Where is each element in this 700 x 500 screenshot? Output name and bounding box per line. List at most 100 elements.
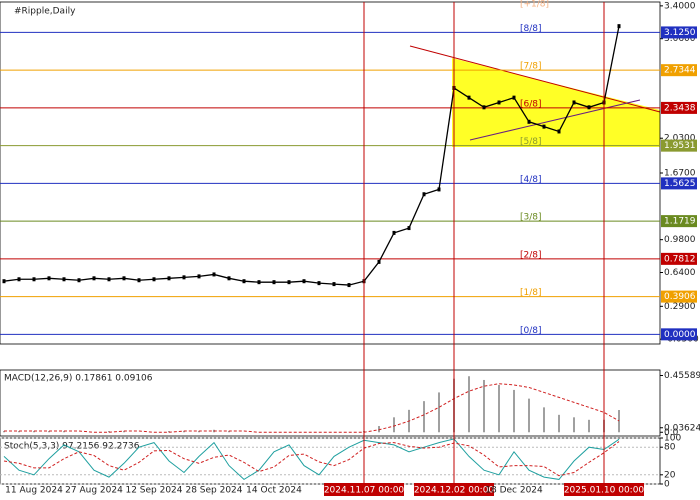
x-tick-label: 28 Sep 2024 (185, 486, 242, 496)
price-candle (197, 274, 201, 279)
y-tick-label: 2.0300 (664, 134, 696, 144)
macd-frame (0, 369, 661, 437)
level-label-box (661, 26, 697, 39)
macd-bar (18, 431, 20, 433)
level-label-box (661, 328, 697, 341)
price-candle (77, 278, 81, 283)
x-tick-label: 14 Oct 2024 (246, 486, 302, 496)
price-candle (332, 282, 336, 287)
macd-bar (48, 431, 50, 433)
level-label: 0.3906 (664, 292, 696, 302)
date-label-box (324, 483, 404, 496)
price-candle (287, 280, 291, 285)
level-label-box (661, 64, 697, 77)
level-tag: [6/8] (520, 99, 542, 109)
macd-bar (63, 431, 65, 433)
level-label-box (661, 290, 697, 303)
price-line (3, 26, 620, 286)
level-label-box (661, 252, 697, 265)
price-candle (242, 279, 246, 284)
price-candle (122, 276, 126, 281)
macd-bar (378, 426, 380, 433)
x-tick-label: 2024.11.07 00:00 (324, 486, 405, 496)
stoch-signal (3, 441, 620, 477)
y-tick-label: 20 (664, 470, 676, 480)
stoch-title: Stoch(5,3,3) 97.2156 92.2736 (4, 442, 140, 452)
macd-bar (573, 417, 575, 433)
price-candle (572, 100, 576, 105)
macd-bar (588, 419, 590, 433)
macd-bar (528, 398, 530, 433)
y-tick-label: 0 (664, 480, 670, 490)
y-tick-label: 3.0600 (664, 34, 696, 44)
macd-bar (468, 376, 470, 433)
price-candle (272, 280, 276, 285)
price-candle (557, 129, 561, 134)
macd-bar (198, 431, 200, 433)
price-candle (482, 105, 486, 110)
y-tick-label: 0.0 (664, 428, 679, 438)
macd-bar (183, 431, 185, 433)
price-candle (227, 276, 231, 281)
price-candle (212, 272, 216, 277)
y-tick-label: 0.6400 (664, 268, 696, 278)
level-label: 2.7344 (664, 66, 696, 76)
macd-bar (498, 384, 500, 433)
level-tag: [8/8] (520, 24, 542, 34)
level-label: 2.3438 (664, 103, 696, 113)
macd-bar (228, 431, 230, 433)
price-candle (437, 187, 441, 192)
y-tick-label: 0.2900 (664, 302, 696, 312)
level-tag: [3/8] (520, 213, 542, 223)
macd-title: MACD(12,26,9) 0.17861 0.09106 (4, 374, 153, 384)
y-tick-label: 100 (664, 434, 681, 444)
y-tick-label: 1.6700 (664, 169, 696, 179)
level-tag: [+1/8] (520, 0, 549, 10)
level-label-box (661, 101, 697, 114)
price-candle (92, 276, 96, 281)
price-candle (377, 259, 381, 264)
level-label-box (661, 177, 697, 190)
macd-bar (558, 414, 560, 433)
macd-bar (108, 431, 110, 433)
level-tag: [2/8] (520, 250, 542, 260)
level-tag: [1/8] (520, 288, 542, 298)
y-tick-label: 0.45589 (664, 371, 700, 381)
price-candle (617, 24, 621, 29)
level-label: 1.5625 (664, 179, 696, 189)
trend-line (409, 45, 661, 113)
level-label-box (661, 215, 697, 228)
x-tick-label: 18 Dec 2024 (485, 486, 543, 496)
macd-bar (543, 407, 545, 433)
price-candle (527, 119, 531, 124)
x-tick-label: 12 Sep 2024 (125, 486, 182, 496)
macd-bar (513, 389, 515, 433)
price-candle (47, 276, 51, 281)
price-candle (392, 230, 396, 235)
price-candle (182, 275, 186, 280)
trend-line (469, 99, 641, 141)
y-tick-label: 0.03624 (664, 423, 700, 433)
x-tick-label: 2024.12.02 00:00 (414, 486, 495, 496)
price-candle (137, 278, 141, 283)
macd-bar (168, 431, 170, 433)
macd-signal (4, 383, 620, 433)
price-candle (542, 124, 546, 129)
x-tick-label: 27 Aug 2024 (65, 486, 123, 496)
level-label: 1.9531 (664, 141, 696, 151)
price-candle (302, 279, 306, 284)
price-candle (62, 277, 66, 282)
level-tag: [5/8] (520, 137, 542, 147)
price-candle (32, 277, 36, 282)
y-tick-label: 80 (664, 443, 676, 453)
price-candle (422, 192, 426, 197)
level-label-box (661, 139, 697, 152)
price-candle (347, 283, 351, 288)
price-candle (257, 280, 261, 285)
macd-bar (423, 401, 425, 433)
price-candle (107, 277, 111, 282)
macd-bar (33, 431, 35, 433)
y-tick-label: 3.4000 (664, 1, 696, 11)
